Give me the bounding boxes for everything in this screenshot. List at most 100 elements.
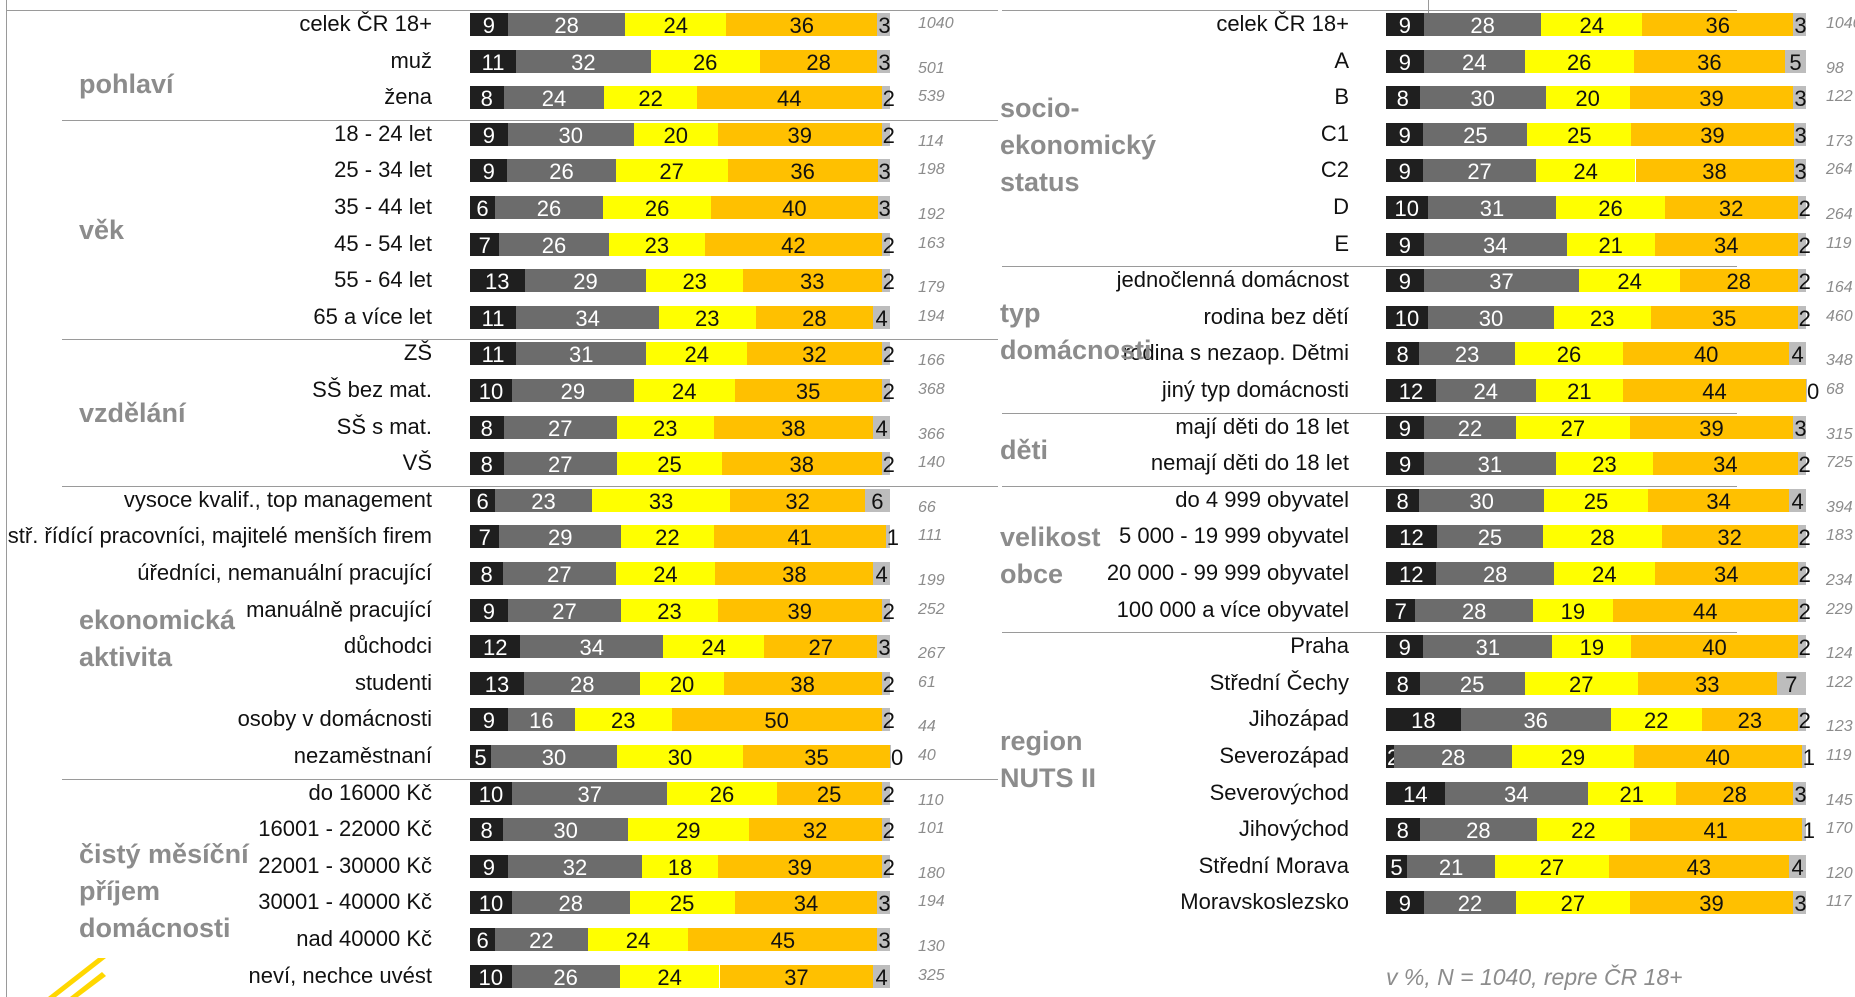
- sample-size: 110: [918, 791, 944, 809]
- bar-segment-3: 24: [587, 928, 689, 953]
- bar-segment-4: 38: [722, 452, 882, 477]
- bar-segment-4: 28: [755, 305, 874, 331]
- group-separator: [1002, 632, 1737, 634]
- bar-segment-4: 32: [747, 342, 882, 367]
- sample-size: 394: [1826, 498, 1853, 516]
- bar-segment-3: 23: [608, 232, 706, 258]
- bar-segment-1: 12: [1386, 562, 1437, 587]
- bar-segment-1: 14: [1386, 781, 1445, 807]
- bar-segment-4: 43: [1608, 854, 1790, 880]
- row-label: SŠ bez mat.: [312, 377, 432, 402]
- group-separator: [62, 778, 998, 780]
- sample-size: 1040: [918, 15, 954, 32]
- bar-segment-3: 30: [617, 745, 743, 770]
- bar-segment-1: 8: [1386, 818, 1420, 843]
- row-label: 20 000 - 99 999 obyvatel: [1106, 560, 1349, 585]
- bar-segment-1: 9: [1386, 415, 1424, 441]
- bar-segment-3: 27: [1524, 671, 1638, 697]
- stacked-bar: 9 27 24 38 3: [1386, 159, 1807, 184]
- stacked-bar: 8 24 22 44 2: [470, 86, 895, 111]
- stacked-bar: 13 28 20 38 2: [470, 671, 895, 697]
- bar-segment-1: 9: [1386, 232, 1424, 258]
- group-label-line: vzdělání: [79, 398, 186, 429]
- stacked-bar: 11 31 24 32 2: [470, 342, 895, 367]
- bar-segment-5: 0: [1806, 379, 1820, 404]
- bar-segment-3: 24: [619, 964, 720, 990]
- group-label: region NUTS II: [1000, 723, 1096, 797]
- row-label: Střední Čechy: [1209, 669, 1349, 695]
- bar-segment-4: 28: [759, 49, 878, 75]
- stacked-bar: 9 30 20 39 2: [470, 122, 895, 148]
- bar-segment-4: 34: [1654, 232, 1798, 258]
- bar-segment-1: 10: [1386, 305, 1428, 331]
- group-label-line: socio-: [1000, 92, 1080, 123]
- row-label: 65 a více let: [313, 303, 432, 329]
- group-label: vzdělání: [79, 395, 186, 432]
- bar-segment-5: 3: [1793, 122, 1807, 148]
- sample-size: 122: [1826, 673, 1853, 691]
- stacked-bar: 8 27 24 38 4: [470, 562, 890, 587]
- bar-segment-2: 34: [1423, 232, 1567, 258]
- bar-segment-4: 40: [711, 196, 878, 221]
- bar-segment-5: 4: [1789, 342, 1806, 367]
- bar-segment-4: 35: [743, 745, 890, 770]
- bar-segment-4: 28: [1675, 781, 1794, 807]
- bar-segment-2: 22: [495, 928, 588, 953]
- bar-segment-4: 32: [730, 488, 865, 514]
- row-label: 25 - 34 let: [334, 157, 432, 183]
- bar-segment-3: 24: [625, 13, 727, 38]
- bar-segment-4: 39: [717, 598, 882, 624]
- bar-segment-2: 25: [1419, 671, 1525, 697]
- sample-size: 501: [918, 59, 945, 77]
- bar-segment-3: 26: [667, 781, 777, 807]
- stacked-bar: 2 28 29 40 1: [1386, 745, 1815, 770]
- stacked-bar: 8 30 20 39 3: [1386, 86, 1807, 112]
- bar-segment-5: 3: [1793, 86, 1807, 112]
- bar-segment-1: 11: [470, 49, 517, 75]
- bar-segment-4: 42: [705, 232, 882, 258]
- row-label: osoby v domácnosti: [237, 706, 432, 732]
- sample-size: 123: [1826, 718, 1853, 736]
- bar-segment-4: 36: [726, 13, 878, 38]
- bar-segment-2: 34: [520, 635, 664, 660]
- top-border-line: [6, 10, 998, 11]
- sample-size: 460: [1826, 307, 1853, 325]
- stacked-bar: 6 23 33 32 6: [470, 488, 890, 514]
- bar-segment-2: 26: [511, 964, 620, 990]
- stacked-bar: 12 24 21 44 0: [1386, 379, 1820, 404]
- stacked-bar: 8 25 27 33 7: [1386, 671, 1806, 697]
- row-label: 35 - 44 let: [334, 194, 432, 219]
- bar-segment-3: 26: [1524, 49, 1634, 75]
- group-label: ekonomická aktivita: [79, 602, 235, 676]
- bar-segment-3: 24: [615, 562, 716, 587]
- bar-segment-5: 3: [877, 49, 891, 75]
- stacked-bar: 9 28 24 36 3: [1386, 13, 1807, 38]
- row-label: Jihovýchod: [1238, 816, 1349, 842]
- bar-segment-2: 25: [1436, 525, 1543, 550]
- sample-size: 315: [1826, 425, 1853, 443]
- stacked-bar: 8 23 26 40 4: [1386, 342, 1806, 367]
- bar-segment-1: 8: [1386, 342, 1420, 367]
- row-label: Severozápad: [1219, 743, 1349, 768]
- bar-segment-4: 40: [1631, 635, 1798, 660]
- bar-segment-3: 23: [646, 269, 743, 294]
- row-label: 45 - 54 let: [334, 230, 432, 256]
- bar-segment-4: 37: [719, 964, 874, 990]
- row-label: nad 40000 Kč: [296, 926, 432, 951]
- bar-segment-3: 18: [642, 854, 718, 880]
- bar-segment-5: 2: [881, 708, 895, 734]
- bar-segment-5: 2: [1797, 708, 1811, 734]
- bar-segment-2: 26: [494, 196, 604, 221]
- stacked-bar: 11 34 23 28 4: [470, 305, 890, 331]
- bar-segment-3: 20: [633, 122, 718, 148]
- bar-segment-3: 26: [603, 196, 712, 221]
- group-label: velikost obce: [1000, 519, 1101, 593]
- group-label-line: obce: [1000, 559, 1064, 589]
- stacked-bar: 9 37 24 28 2: [1386, 269, 1811, 294]
- sample-size: 264: [1826, 206, 1853, 223]
- row-label: 16001 - 22000 Kč: [258, 816, 432, 842]
- bar-segment-1: 5: [470, 745, 491, 770]
- stacked-bar: 10 28 25 34 3: [470, 891, 891, 916]
- bar-segment-1: 9: [1386, 269, 1424, 294]
- bar-segment-4: 34: [1647, 488, 1790, 514]
